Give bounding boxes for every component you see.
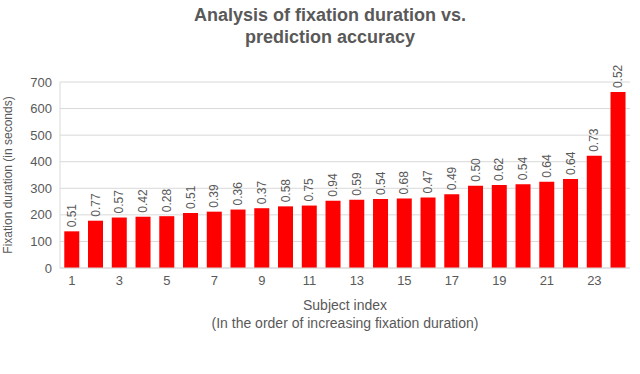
- svg-text:5: 5: [163, 273, 170, 288]
- svg-text:0: 0: [45, 261, 52, 276]
- html-text:Analysis of fixation duration: Analysis of fixation duration vs. predic…: [194, 5, 466, 47]
- svg-text:13: 13: [350, 273, 364, 288]
- svg-text:100: 100: [30, 234, 52, 249]
- svg-text:0.51: 0.51: [65, 204, 79, 228]
- svg-text:0.64: 0.64: [540, 154, 554, 178]
- svg-text:0.39: 0.39: [207, 184, 221, 208]
- svg-text:15: 15: [397, 273, 411, 288]
- svg-text:0.28: 0.28: [160, 189, 174, 213]
- svg-text:0.42: 0.42: [136, 189, 150, 213]
- svg-text:0.54: 0.54: [516, 157, 530, 181]
- svg-text:7: 7: [211, 273, 218, 288]
- svg-text:0.47: 0.47: [421, 170, 435, 194]
- svg-text:0.57: 0.57: [112, 190, 126, 214]
- svg-text:Fixation duration (in seconds): Fixation duration (in seconds): [8, 96, 15, 253]
- svg-text:0.75: 0.75: [302, 178, 316, 202]
- svg-text:0.77: 0.77: [89, 193, 103, 217]
- svg-text:600: 600: [30, 101, 52, 116]
- svg-text:400: 400: [30, 154, 52, 169]
- html-text:(In the order of increasing fi: (In the order of increasing fixation dur…: [211, 315, 479, 331]
- html-text:Subject index: Subject index: [303, 297, 387, 313]
- svg-text:3: 3: [116, 273, 123, 288]
- svg-text:9: 9: [258, 273, 265, 288]
- svg-text:500: 500: [30, 128, 52, 143]
- svg-text:300: 300: [30, 181, 52, 196]
- svg-text:200: 200: [30, 207, 52, 222]
- svg-text:0.54: 0.54: [374, 171, 388, 195]
- svg-text:0.73: 0.73: [587, 128, 601, 152]
- svg-text:0.58: 0.58: [279, 179, 293, 203]
- svg-text:17: 17: [445, 273, 459, 288]
- svg-text:0.68: 0.68: [397, 171, 411, 195]
- svg-text:19: 19: [492, 273, 506, 288]
- svg-text:0.36: 0.36: [231, 182, 245, 206]
- svg-text:0.49: 0.49: [445, 166, 459, 190]
- svg-text:0.62: 0.62: [492, 157, 506, 181]
- svg-text:0.59: 0.59: [350, 172, 364, 196]
- svg-text:11: 11: [303, 273, 317, 288]
- svg-text:0.94: 0.94: [326, 173, 340, 197]
- svg-text:23: 23: [587, 273, 601, 288]
- svg-text:700: 700: [30, 75, 52, 90]
- svg-text:0.50: 0.50: [469, 158, 483, 182]
- svg-text:0.37: 0.37: [255, 181, 269, 205]
- svg-text:0.51: 0.51: [184, 185, 198, 209]
- svg-text:1: 1: [68, 273, 75, 288]
- svg-text:0.52: 0.52: [611, 64, 625, 88]
- svg-text:21: 21: [540, 273, 554, 288]
- svg-text:0.64: 0.64: [564, 151, 578, 175]
